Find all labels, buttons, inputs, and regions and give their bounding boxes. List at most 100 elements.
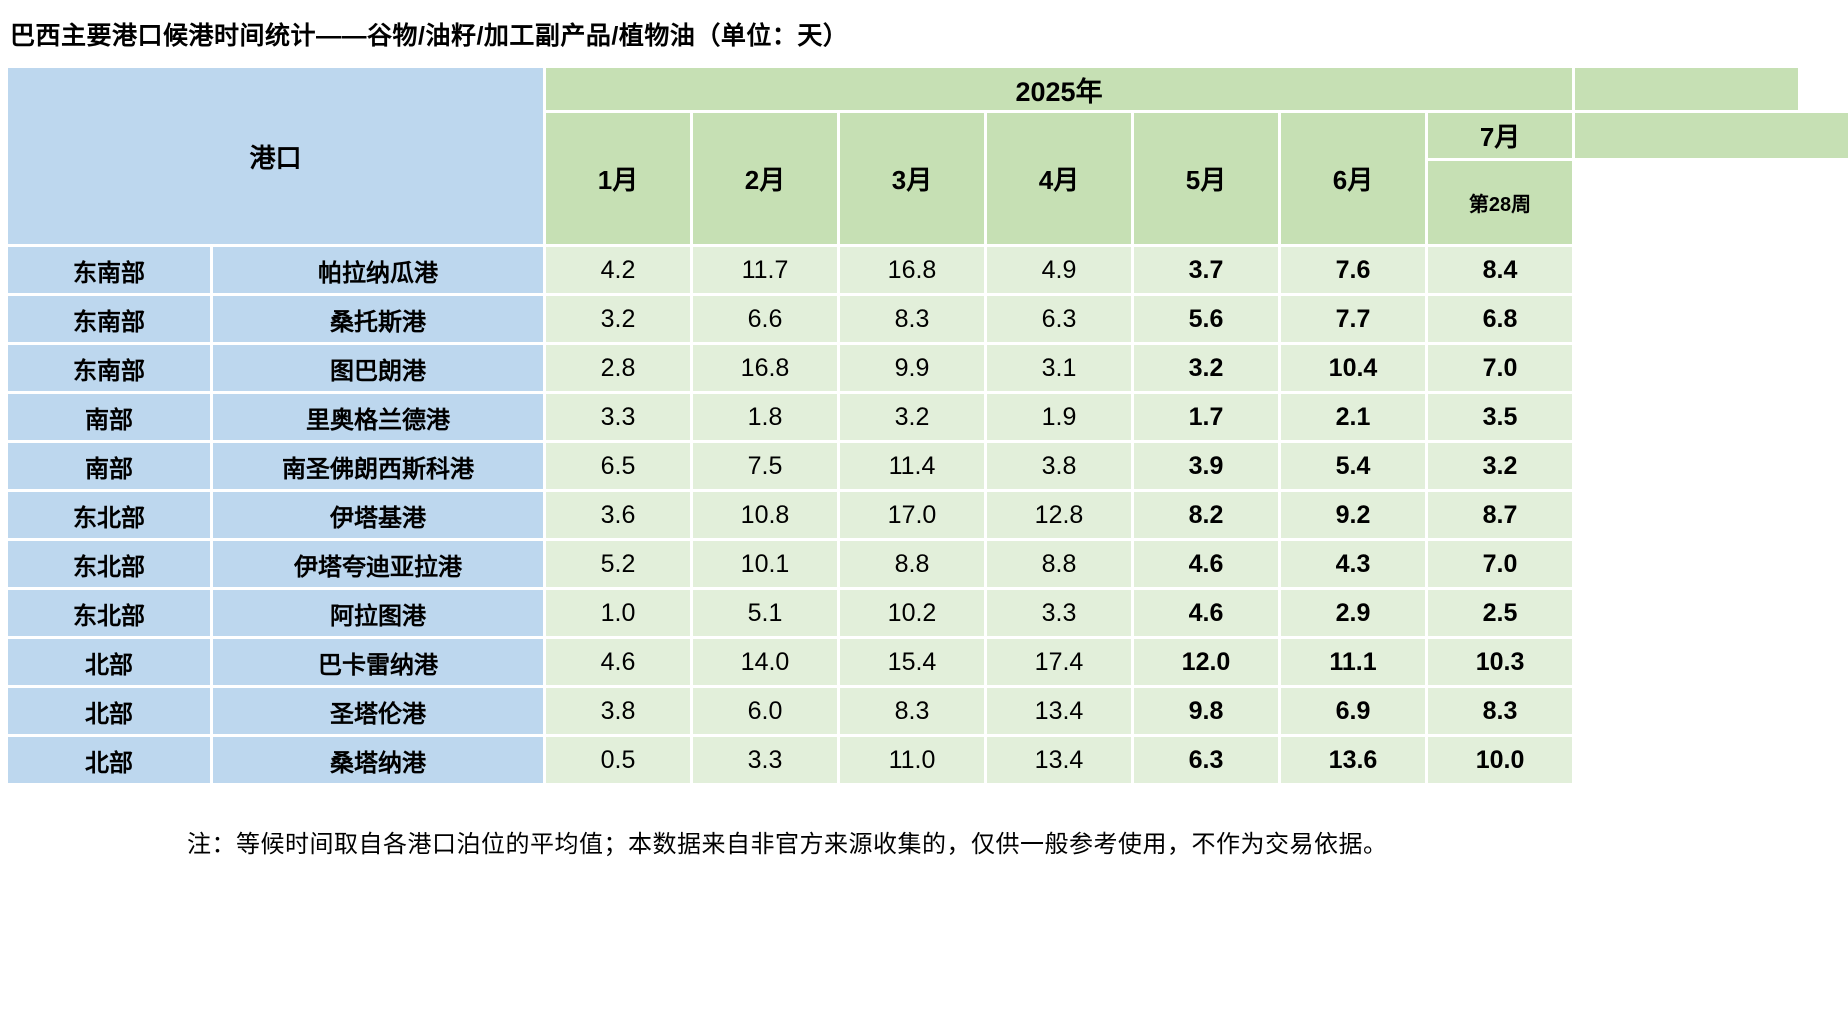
value-cell: 11.0 [837,734,988,786]
port-cell: 桑塔纳港 [209,734,547,786]
region-cell: 东北部 [5,538,213,590]
port-cell: 图巴朗港 [209,342,547,394]
month-header-apr: 4月 [984,110,1135,247]
value-cell: 6.3 [984,293,1135,345]
table-row: 东北部 伊塔基港 3.6 10.8 17.0 12.8 8.2 9.2 8.7 [5,489,1848,541]
value-cell: 11.1 [1278,636,1429,688]
value-cell: 13.4 [984,734,1135,786]
empty-cell [1572,244,1848,296]
value-cell: 7.7 [1278,293,1429,345]
region-cell: 北部 [5,734,213,786]
value-cell: 8.3 [837,685,988,737]
value-cell: 15.4 [837,636,988,688]
value-cell: 8.3 [1425,685,1576,737]
region-cell: 东南部 [5,293,213,345]
value-cell: 4.6 [543,636,694,688]
table-row: 东北部 阿拉图港 1.0 5.1 10.2 3.3 4.6 2.9 2.5 [5,587,1848,639]
month-header-may: 5月 [1131,110,1282,247]
value-cell: 7.5 [690,440,841,492]
value-cell: 5.4 [1278,440,1429,492]
table-row: 北部 圣塔伦港 3.8 6.0 8.3 13.4 9.8 6.9 8.3 [5,685,1848,737]
port-cell: 伊塔夸迪亚拉港 [209,538,547,590]
value-cell: 1.7 [1131,391,1282,443]
value-cell: 1.9 [984,391,1135,443]
value-cell: 3.3 [543,391,694,443]
year-header: 2025年 [543,65,1576,113]
value-cell: 3.3 [984,587,1135,639]
month-header-jun: 6月 [1278,110,1429,247]
empty-cell [1572,440,1848,492]
value-cell: 3.1 [984,342,1135,394]
week-subheader-row: 第28周 [7,158,1848,247]
value-cell: 8.2 [1131,489,1282,541]
week-subheader: 第28周 [1425,158,1576,247]
empty-cell [1572,489,1848,541]
value-cell: 4.6 [1131,587,1282,639]
value-cell: 3.3 [690,734,841,786]
region-cell: 东南部 [5,244,213,296]
value-cell: 6.5 [543,440,694,492]
region-cell: 南部 [5,440,213,492]
corner-notch [1798,65,1848,113]
value-cell: 16.8 [690,342,841,394]
value-cell: 3.8 [543,685,694,737]
value-cell: 11.7 [690,244,841,296]
empty-cell [1572,734,1848,786]
value-cell: 8.8 [837,538,988,590]
cutoff-green-cell [1572,110,1848,161]
value-cell: 4.9 [984,244,1135,296]
value-cell: 8.4 [1425,244,1576,296]
empty-cell [1572,587,1848,639]
value-cell: 6.9 [1278,685,1429,737]
port-cell: 阿拉图港 [209,587,547,639]
value-cell: 10.4 [1278,342,1429,394]
value-cell: 5.6 [1131,293,1282,345]
empty-cell [1572,636,1848,688]
table-row: 东北部 伊塔夸迪亚拉港 5.2 10.1 8.8 8.8 4.6 4.3 7.0 [5,538,1848,590]
port-wait-times-table: 港口 2025年 1月 2月 3月 4月 5月 6月 7月 第28周 东南部 帕拉… [4,65,1848,786]
value-cell: 3.9 [1131,440,1282,492]
value-cell: 5.1 [690,587,841,639]
table-row: 东南部 桑托斯港 3.2 6.6 8.3 6.3 5.6 7.7 6.8 [5,293,1848,345]
value-cell: 7.0 [1425,538,1576,590]
value-cell: 3.5 [1425,391,1576,443]
value-cell: 2.1 [1278,391,1429,443]
value-cell: 8.8 [984,538,1135,590]
value-cell: 8.7 [1425,489,1576,541]
month-header-feb: 2月 [690,110,841,247]
value-cell: 2.5 [1425,587,1576,639]
table-row: 北部 桑塔纳港 0.5 3.3 11.0 13.4 6.3 13.6 10.0 [5,734,1848,786]
footnote: 注：等候时间取自各港口泊位的平均值；本数据来自非官方来源收集的，仅供一般参考使用… [187,831,1388,858]
value-cell: 3.8 [984,440,1135,492]
value-cell: 10.8 [690,489,841,541]
value-cell: 1.0 [543,587,694,639]
empty-cell [1572,158,1848,247]
value-cell: 17.0 [837,489,988,541]
value-cell: 12.8 [984,489,1135,541]
value-cell: 6.6 [690,293,841,345]
value-cell: 9.8 [1131,685,1282,737]
table-row: 南部 南圣佛朗西斯科港 6.5 7.5 11.4 3.8 3.9 5.4 3.2 [5,440,1848,492]
value-cell: 6.3 [1131,734,1282,786]
value-cell: 12.0 [1131,636,1282,688]
port-cell: 圣塔伦港 [209,685,547,737]
value-cell: 3.6 [543,489,694,541]
value-cell: 1.8 [690,391,841,443]
region-cell: 北部 [5,685,213,737]
value-cell: 13.4 [984,685,1135,737]
table-row: 南部 里奥格兰德港 3.3 1.8 3.2 1.9 1.7 2.1 3.5 [5,391,1848,443]
value-cell: 2.9 [1278,587,1429,639]
table-row: 东南部 图巴朗港 2.8 16.8 9.9 3.1 3.2 10.4 7.0 [5,342,1848,394]
month-header-jul: 7月 [1425,110,1576,161]
month-header-mar: 3月 [837,110,988,247]
value-cell: 14.0 [690,636,841,688]
value-cell: 3.7 [1131,244,1282,296]
value-cell: 10.2 [837,587,988,639]
value-cell: 17.4 [984,636,1135,688]
table-body: 东南部 帕拉纳瓜港 4.2 11.7 16.8 4.9 3.7 7.6 8.4 东南部 桑托斯港 3.… [5,244,1848,786]
cutoff-green-cell [1572,65,1802,113]
empty-cell [1572,391,1848,443]
port-cell: 南圣佛朗西斯科港 [209,440,547,492]
value-cell: 9.9 [837,342,988,394]
value-cell: 3.2 [543,293,694,345]
